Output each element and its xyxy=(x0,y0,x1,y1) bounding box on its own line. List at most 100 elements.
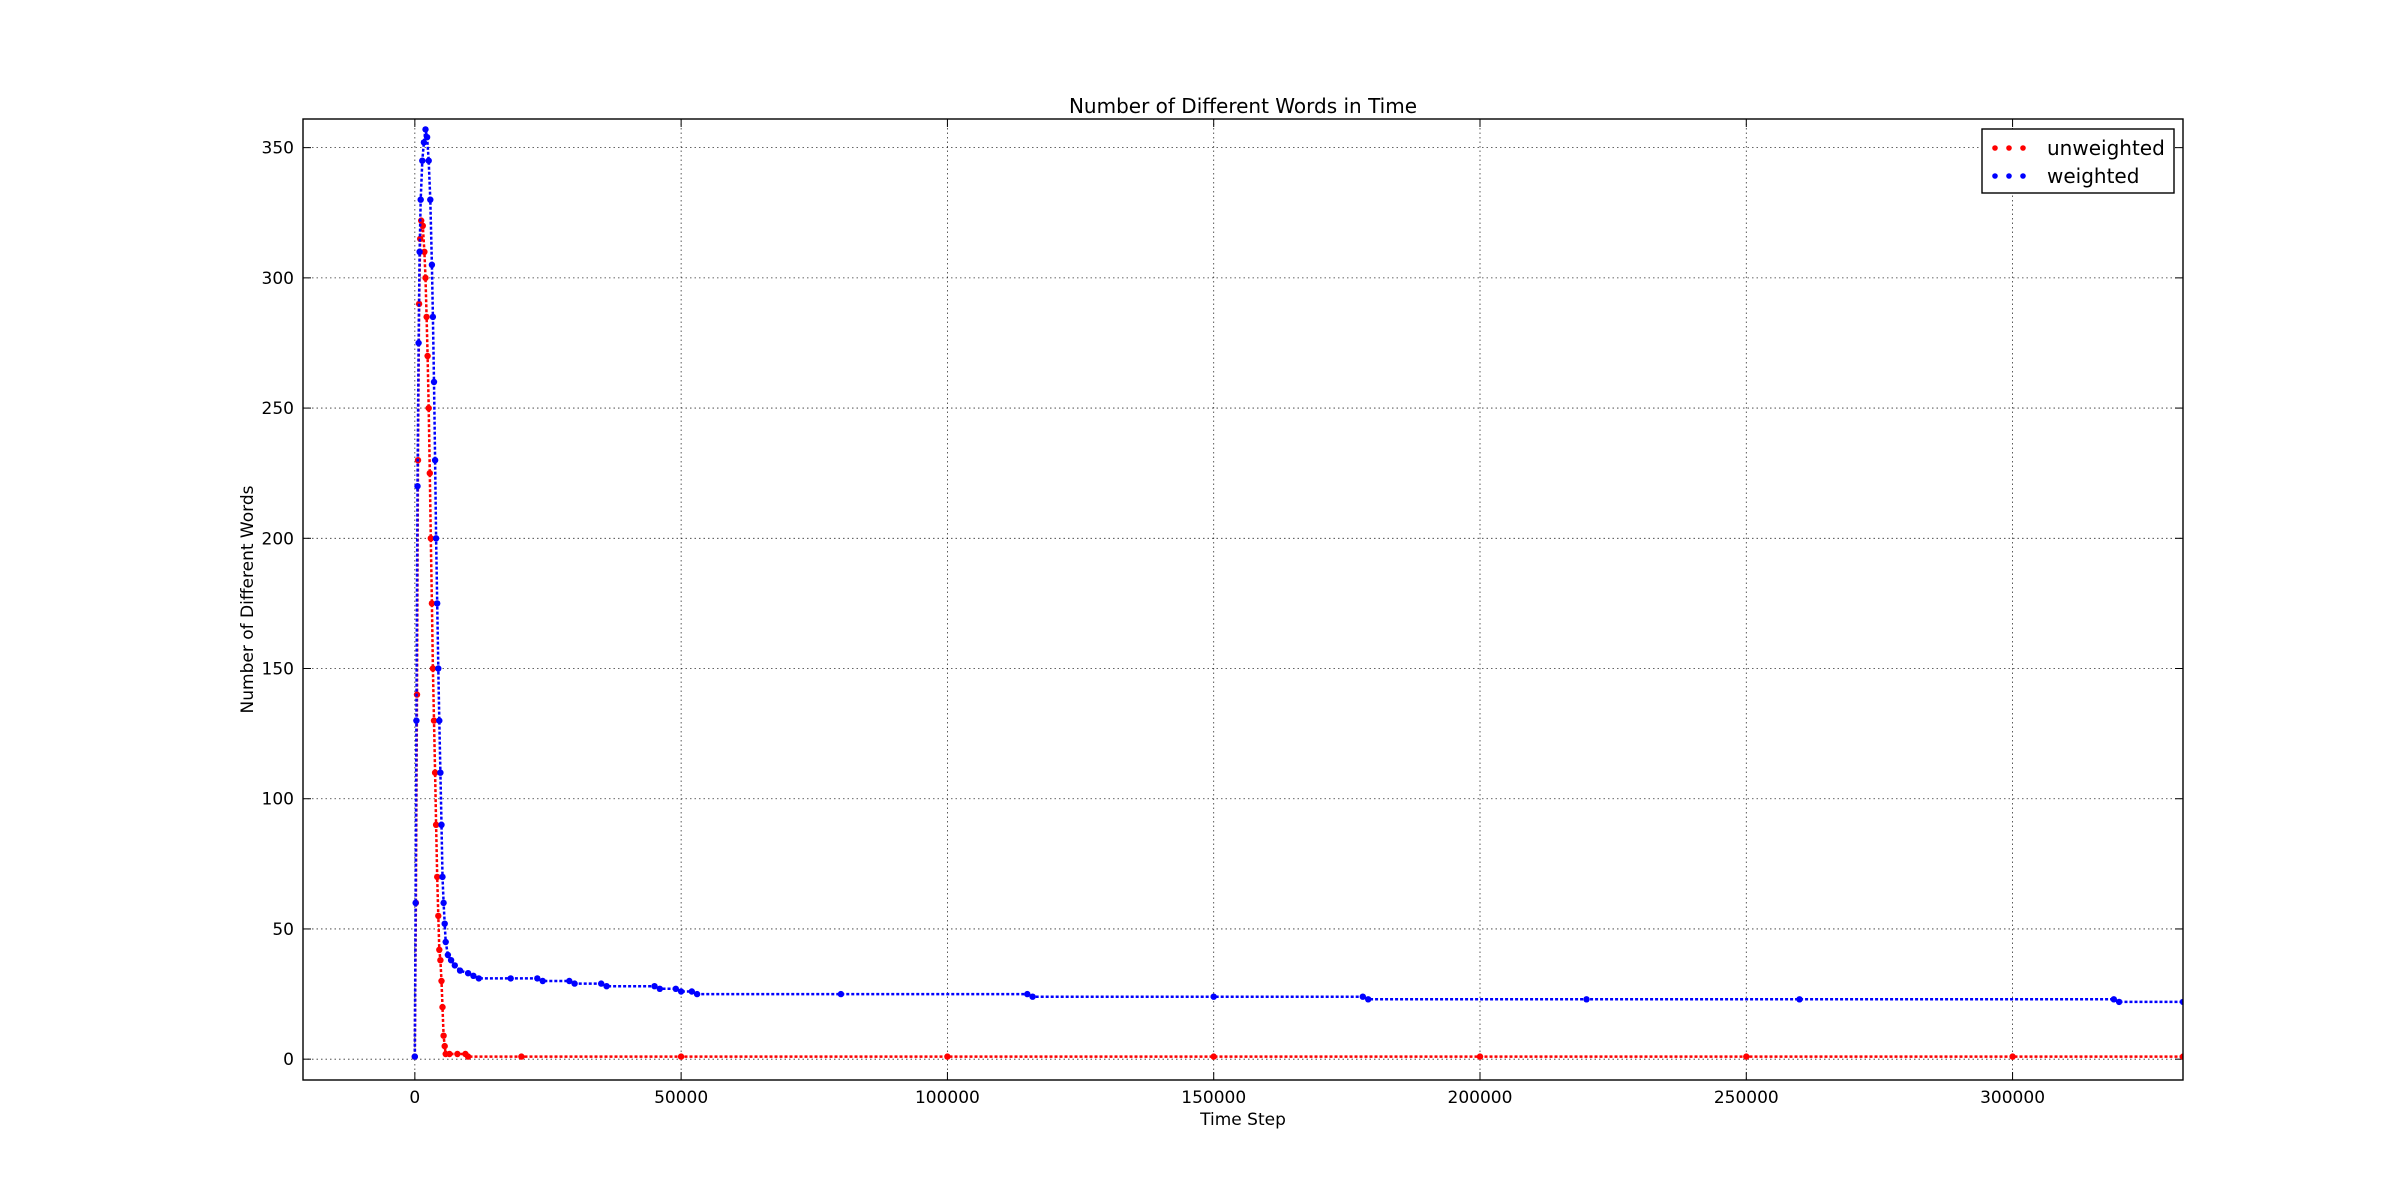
data-point xyxy=(1210,1053,1217,1060)
data-point xyxy=(2009,1053,2016,1060)
data-point xyxy=(603,983,610,990)
x-tick-label: 0 xyxy=(409,1088,420,1108)
data-point xyxy=(464,970,472,977)
legend-label: weighted xyxy=(2047,164,2139,188)
data-point xyxy=(430,378,438,386)
data-point xyxy=(434,873,441,881)
data-point xyxy=(430,717,438,724)
data-point xyxy=(421,248,428,255)
legend-label: unweighted xyxy=(2047,136,2165,160)
x-tick-label: 300000 xyxy=(1980,1088,2045,1108)
data-point xyxy=(651,983,658,990)
data-point xyxy=(429,313,437,321)
data-point xyxy=(566,977,573,985)
y-tick-label: 250 xyxy=(262,399,294,419)
data-point xyxy=(1583,996,1590,1003)
data-point xyxy=(422,126,429,133)
legend-box xyxy=(1981,128,2175,194)
series-unweighted xyxy=(411,217,2183,1060)
y-axis-label: Number of Different Words xyxy=(238,485,258,713)
data-point xyxy=(1210,993,1217,1000)
data-point xyxy=(677,1053,685,1060)
data-point xyxy=(439,873,446,881)
data-point xyxy=(440,1032,447,1039)
data-point xyxy=(413,717,420,724)
ticks: 0 50000 100000 150000 200000 250000 300000 0 50 1… xyxy=(262,119,2183,1108)
data-point xyxy=(507,975,514,982)
x-tick-label: 150000 xyxy=(1181,1088,1246,1108)
data-point xyxy=(441,920,448,927)
data-point xyxy=(447,957,455,964)
data-point xyxy=(414,483,421,490)
data-point xyxy=(440,899,447,907)
data-point xyxy=(428,261,436,268)
data-point xyxy=(444,951,452,959)
legend: unweighted weighted xyxy=(1981,128,2175,194)
data-point xyxy=(1029,993,1036,1000)
data-point xyxy=(427,535,434,542)
data-point xyxy=(437,769,444,776)
series-line xyxy=(413,129,2183,1057)
legend-items: unweighted weighted xyxy=(1992,136,2165,188)
data-point xyxy=(454,1050,461,1058)
data-point xyxy=(439,1003,446,1011)
data-point xyxy=(2110,996,2117,1003)
data-point xyxy=(435,665,442,672)
data-point xyxy=(415,339,422,347)
data-point xyxy=(672,985,679,992)
y-tick-label: 350 xyxy=(262,139,294,159)
data-point xyxy=(693,990,701,998)
y-tick-label: 50 xyxy=(272,920,294,940)
data-point xyxy=(451,962,458,969)
legend-marker xyxy=(2006,145,2012,151)
x-tick-label: 50000 xyxy=(654,1088,708,1108)
data-point xyxy=(1743,1053,1750,1060)
legend-marker xyxy=(2006,173,2012,179)
data-point xyxy=(1365,996,1372,1003)
y-tick-label: 200 xyxy=(262,529,294,549)
data-point xyxy=(417,196,424,203)
data-point xyxy=(1796,996,1803,1003)
data-point xyxy=(436,717,443,724)
y-tick-label: 150 xyxy=(262,660,294,680)
data-point xyxy=(1024,990,1031,998)
data-point xyxy=(442,938,449,946)
data-point xyxy=(422,274,429,282)
data-point xyxy=(432,535,440,542)
x-tick-label: 100000 xyxy=(915,1088,980,1108)
chart-title: Number of Different Words in Time xyxy=(1069,94,1417,118)
data-point xyxy=(1359,993,1367,1000)
data-point xyxy=(446,1050,453,1058)
data-point xyxy=(518,1053,525,1060)
data-point xyxy=(420,139,428,146)
data-point xyxy=(656,985,663,992)
x-axis-label: Time Step xyxy=(1199,1110,1286,1130)
data-point xyxy=(456,967,464,974)
x-tick-label: 250000 xyxy=(1714,1088,1779,1108)
data-point xyxy=(424,352,431,360)
data-point xyxy=(429,665,437,672)
data-point xyxy=(435,912,442,920)
data-point xyxy=(475,975,482,982)
legend-marker xyxy=(2020,145,2026,151)
data-point xyxy=(427,196,434,203)
y-tick-label: 100 xyxy=(262,790,294,810)
data-point xyxy=(2115,998,2123,1006)
data-point xyxy=(464,1053,472,1060)
legend-marker xyxy=(1992,173,1998,179)
data-point xyxy=(441,1042,448,1050)
data-point xyxy=(412,899,419,907)
data-point xyxy=(425,157,432,164)
data-point xyxy=(432,821,440,828)
x-tick-label: 200000 xyxy=(1448,1088,1513,1108)
data-point xyxy=(423,313,430,321)
data-point xyxy=(423,134,431,141)
data-point xyxy=(431,769,439,776)
data-point xyxy=(2179,1053,2183,1060)
data-point xyxy=(428,600,436,607)
data-point xyxy=(431,457,439,464)
data-point xyxy=(425,404,432,412)
data-point xyxy=(837,990,845,998)
